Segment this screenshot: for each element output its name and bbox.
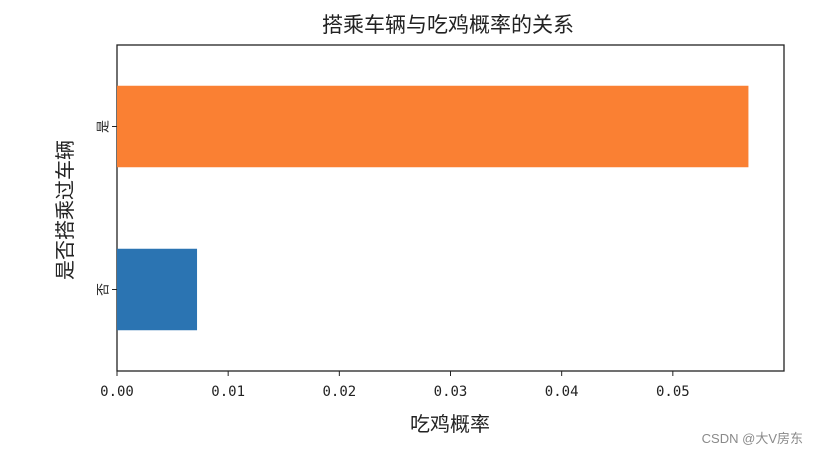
watermark: CSDN @大V房东: [702, 431, 803, 446]
y-tick-label-1: 是: [97, 120, 112, 133]
y-tick-label-0: 否: [97, 283, 112, 296]
x-tick-label-5: 0.05: [656, 384, 690, 400]
chart-title: 搭乘车辆与吃鸡概率的关系: [322, 13, 574, 37]
bar-0: [117, 248, 198, 331]
x-axis-ticks: 0.00 0.01 0.02 0.03 0.04 0.05: [100, 371, 690, 400]
x-tick-label-4: 0.04: [545, 384, 579, 400]
x-tick-label-2: 0.02: [322, 384, 356, 400]
y-axis-label: 是否搭乘过车辆: [53, 140, 77, 280]
x-tick-label-1: 0.01: [211, 384, 245, 400]
bars: [117, 85, 749, 331]
x-axis-label: 吃鸡概率: [410, 412, 490, 436]
x-tick-label-0: 0.00: [100, 384, 134, 400]
bar-1: [117, 85, 749, 168]
x-tick-label-3: 0.03: [434, 384, 468, 400]
y-axis-ticks: 否是: [97, 120, 117, 296]
